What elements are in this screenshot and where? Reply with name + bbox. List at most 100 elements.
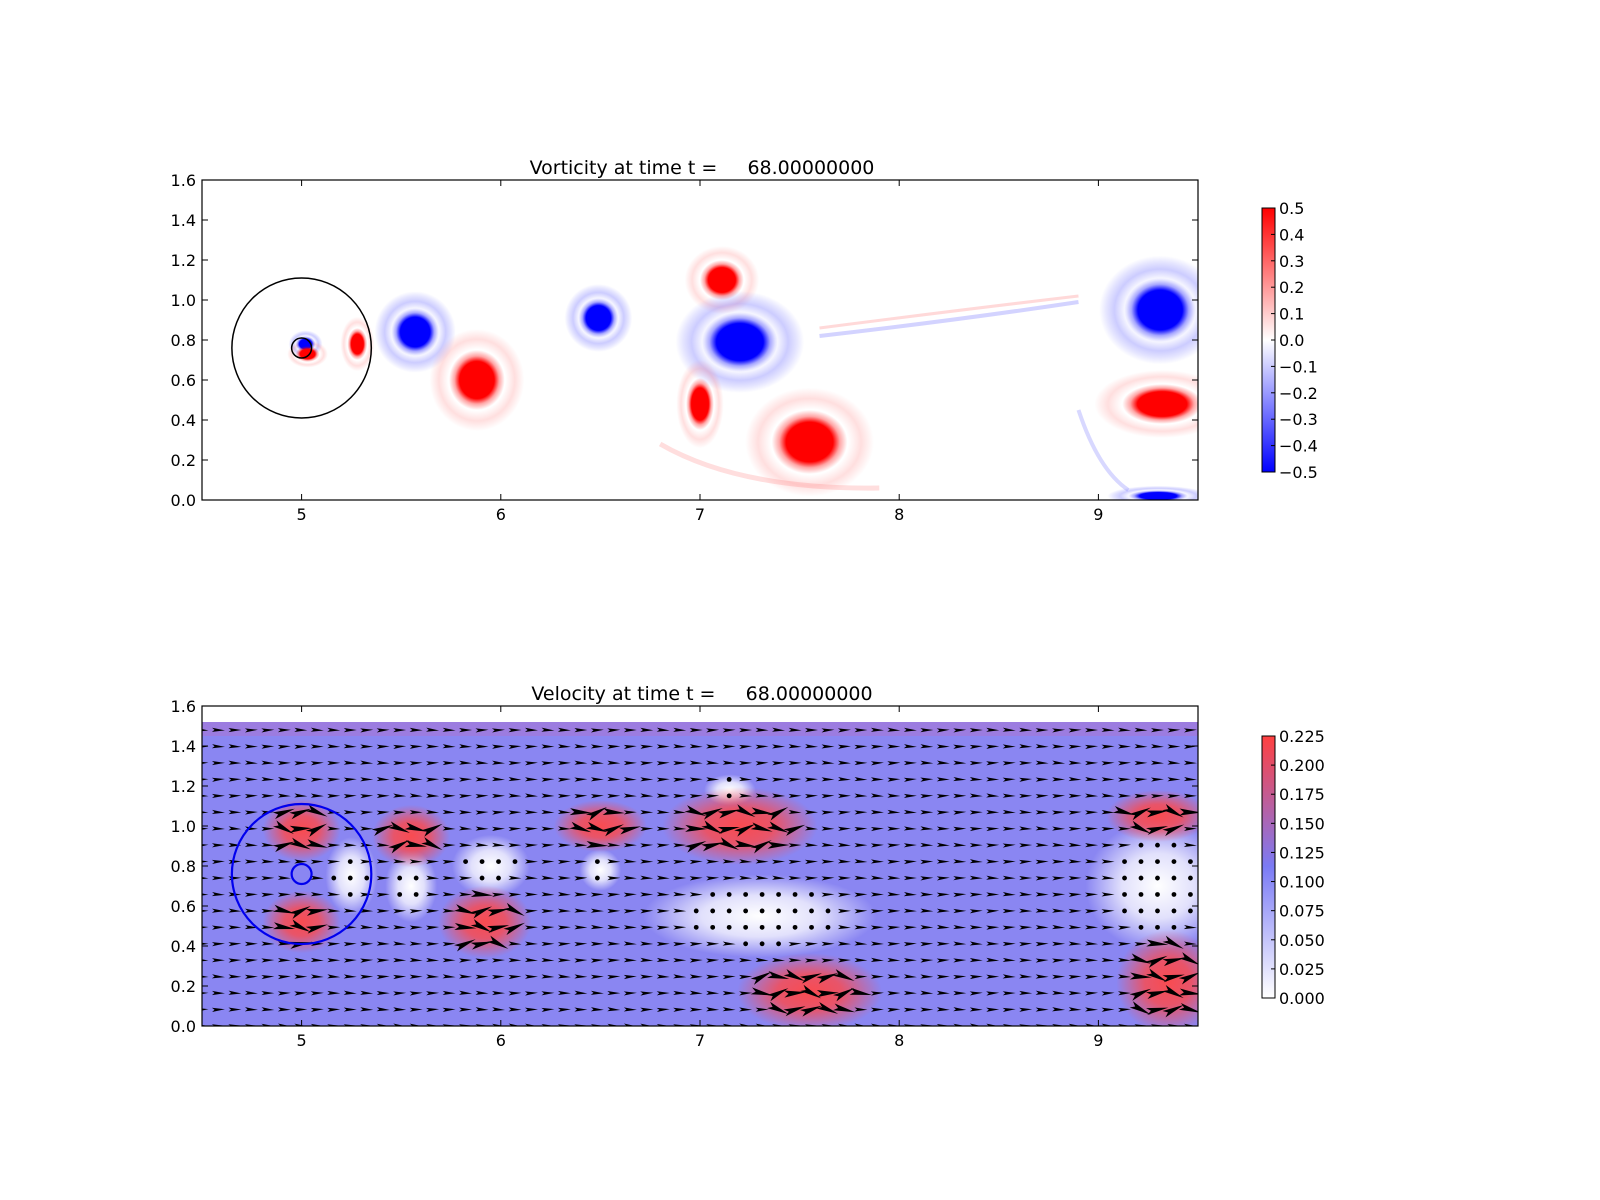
velocity-arrow (726, 892, 732, 897)
velocity-arrow (397, 875, 403, 881)
velocity-arrow (1134, 744, 1148, 749)
velocity-arrow (590, 1007, 604, 1012)
velocity-arrow (327, 859, 341, 865)
velocity-arrow (491, 974, 506, 980)
velocity-arrow (508, 974, 522, 980)
velocity-arrow (347, 892, 353, 897)
velocity-arrow (607, 793, 621, 798)
velocity-arrow (1118, 744, 1132, 749)
velocity-arrow (743, 941, 749, 947)
velocity-arrow (1035, 859, 1049, 864)
velocity-arrow (277, 1007, 291, 1012)
velocity-arrow (903, 925, 917, 930)
velocity-arrow (1052, 728, 1066, 733)
velocity-arrow (541, 761, 555, 766)
velocity-arrow (458, 744, 473, 749)
velocity-arrow (376, 859, 390, 864)
velocity-arrow (673, 777, 687, 782)
velocity-arrow (1019, 760, 1033, 766)
velocity-arrow (331, 875, 337, 881)
velocity-arrow (541, 892, 555, 897)
velocity-arrow (706, 859, 720, 864)
velocity-arrow (734, 840, 757, 848)
velocity-arrow (1101, 810, 1115, 815)
velocity-arrow (261, 958, 275, 963)
velocity-arrow (347, 875, 353, 881)
velocity-arrow (376, 728, 390, 733)
velocity-arrow (656, 1007, 670, 1013)
velocity-arrow (393, 859, 407, 864)
velocity-arrow (1035, 826, 1049, 831)
velocity-arrow (1085, 760, 1099, 766)
velocity-arrow (750, 839, 772, 854)
velocity-arrow (1155, 875, 1160, 881)
velocity-arrow (804, 826, 819, 831)
velocity-arrow (590, 941, 604, 946)
velocity-arrow (442, 793, 456, 799)
velocity-arrow (557, 942, 571, 947)
velocity-arrow (590, 744, 604, 749)
velocity-arrow (887, 761, 901, 766)
velocity-arrow (640, 793, 654, 798)
velocity-arrow (969, 793, 983, 798)
velocity-arrow (244, 842, 258, 847)
velocity-arrow (1002, 727, 1016, 732)
velocity-arrow (1068, 1007, 1082, 1012)
velocity-arrow (673, 760, 687, 766)
velocity-arrow (272, 904, 296, 914)
velocity-arrow (750, 987, 773, 996)
velocity-arrow (475, 744, 489, 749)
velocity-arrow (343, 744, 357, 749)
velocity-arrow (475, 777, 489, 782)
velocity-arrow (228, 974, 242, 979)
velocity-arrow (1019, 809, 1033, 815)
velocity-arrow (689, 974, 703, 979)
velocity-arrow (799, 973, 822, 984)
velocity-arrow (376, 810, 390, 815)
velocity-arrow (969, 744, 983, 749)
velocity-arrow (783, 824, 806, 836)
velocity-arrow (783, 968, 806, 982)
velocity-arrow (228, 810, 242, 815)
velocity-arrow (426, 859, 440, 864)
velocity-arrow (816, 1002, 839, 1014)
velocity-arrow (722, 974, 736, 980)
velocity-arrow (870, 744, 884, 749)
velocity-arrow (1117, 761, 1132, 766)
velocity-arrow (887, 809, 901, 814)
velocity-arrow (360, 990, 374, 995)
velocity-arrow (409, 957, 423, 962)
velocity-arrow (673, 843, 687, 848)
velocity-arrow (936, 892, 950, 897)
velocity-arrow (586, 807, 608, 821)
velocity-arrow (969, 892, 983, 897)
velocity-arrow (1019, 859, 1033, 865)
velocity-arrow (739, 793, 753, 798)
velocity-arrow (590, 794, 604, 799)
velocity-arrow (1085, 892, 1099, 897)
fast-region (262, 890, 341, 954)
velocity-arrow (1002, 957, 1016, 962)
velocity-arrow (689, 892, 703, 897)
velocity-arrow (541, 777, 555, 782)
velocity-arrow (393, 974, 407, 980)
velocity-arrow (1167, 794, 1181, 799)
velocity-arrow (426, 744, 440, 749)
velocity-arrow (673, 974, 687, 979)
velocity-arrow (726, 908, 732, 914)
velocity-arrow (936, 1007, 950, 1012)
velocity-arrow (491, 1007, 506, 1012)
vorticity-colorbar-label: −0.3 (1279, 410, 1318, 429)
velocity-arrow (755, 859, 769, 864)
velocity-arrow (750, 807, 774, 815)
velocity-arrow (870, 875, 884, 880)
velocity-arrow (409, 1007, 423, 1012)
velocity-arrow (557, 859, 571, 865)
velocity-arrow (920, 908, 934, 913)
velocity-arrow (656, 991, 670, 996)
velocity-arrow (953, 760, 967, 765)
velocity-arrow (640, 843, 654, 848)
velocity-arrow (524, 892, 538, 897)
velocity-arrow (585, 821, 608, 833)
velocity-arrow (244, 1007, 258, 1012)
